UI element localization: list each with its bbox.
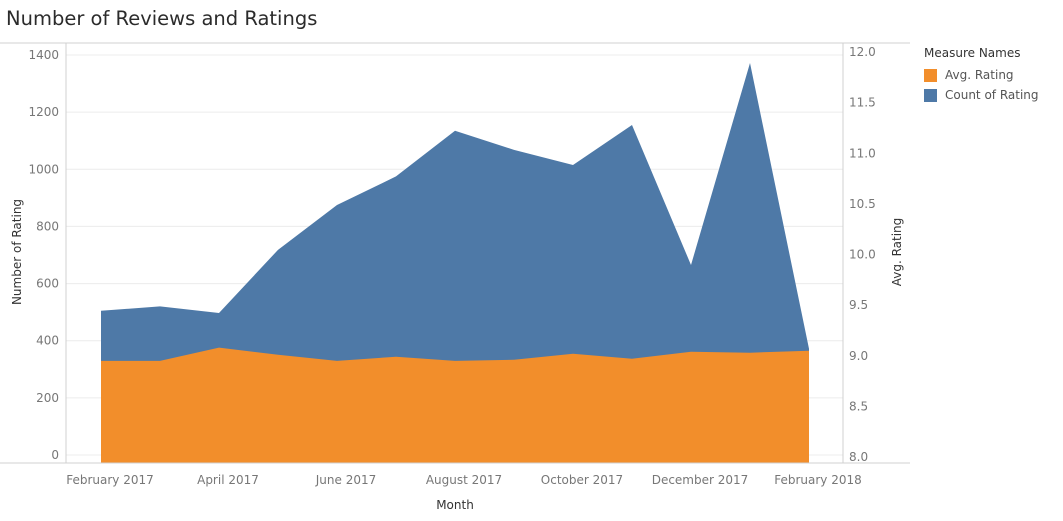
y-tick-label-3: 600 xyxy=(36,277,59,291)
x-axis-title: Month xyxy=(436,498,474,512)
y-tick-label-4: 800 xyxy=(36,219,59,233)
x-tick-label-6: February 2018 xyxy=(774,473,862,487)
legend-label-avg-rating: Avg. Rating xyxy=(945,68,1014,82)
x-tick-label-3: August 2017 xyxy=(426,473,502,487)
legend-item-avg-rating[interactable]: Avg. Rating xyxy=(924,65,1039,85)
chart-area: 0 200 400 600 800 1000 1200 1400 8.0 8.5 9.0 9.5 10.… xyxy=(0,0,920,521)
y2-tick-label-6: 11.0 xyxy=(849,146,876,160)
legend-swatch-avg-rating xyxy=(924,69,937,82)
y-tick-label-6: 1200 xyxy=(28,105,59,119)
legend-item-count-of-rating[interactable]: Count of Rating xyxy=(924,85,1039,105)
y-tick-label-7: 1400 xyxy=(28,48,59,62)
x-tick-label-0: February 2017 xyxy=(66,473,154,487)
y2-tick-label-8: 12.0 xyxy=(849,45,876,59)
y2-tick-label-2: 9.0 xyxy=(849,349,868,363)
y2-tick-label-0: 8.0 xyxy=(849,450,868,464)
y-tick-label-0: 0 xyxy=(51,448,59,462)
x-tick-label-1: April 2017 xyxy=(197,473,259,487)
legend-label-count-of-rating: Count of Rating xyxy=(945,88,1039,102)
y-tick-label-1: 200 xyxy=(36,391,59,405)
y-tick-label-5: 1000 xyxy=(28,162,59,176)
legend-swatch-count-of-rating xyxy=(924,89,937,102)
y-axis-title: Number of Rating xyxy=(10,199,24,305)
y2-tick-label-4: 10.0 xyxy=(849,248,876,262)
y2-tick-label-5: 10.5 xyxy=(849,197,876,211)
area-avg-rating xyxy=(101,348,809,463)
y2-tick-label-3: 9.5 xyxy=(849,298,868,312)
legend[interactable]: Measure Names Avg. Rating Count of Ratin… xyxy=(924,46,1039,105)
x-tick-label-5: December 2017 xyxy=(652,473,749,487)
x-tick-label-4: October 2017 xyxy=(541,473,623,487)
y2-axis-title: Avg. Rating xyxy=(890,218,904,287)
legend-title: Measure Names xyxy=(924,46,1039,60)
y2-tick-label-1: 8.5 xyxy=(849,399,868,413)
y-tick-label-2: 400 xyxy=(36,334,59,348)
x-tick-label-2: June 2017 xyxy=(315,473,377,487)
y2-tick-label-7: 11.5 xyxy=(849,96,876,110)
